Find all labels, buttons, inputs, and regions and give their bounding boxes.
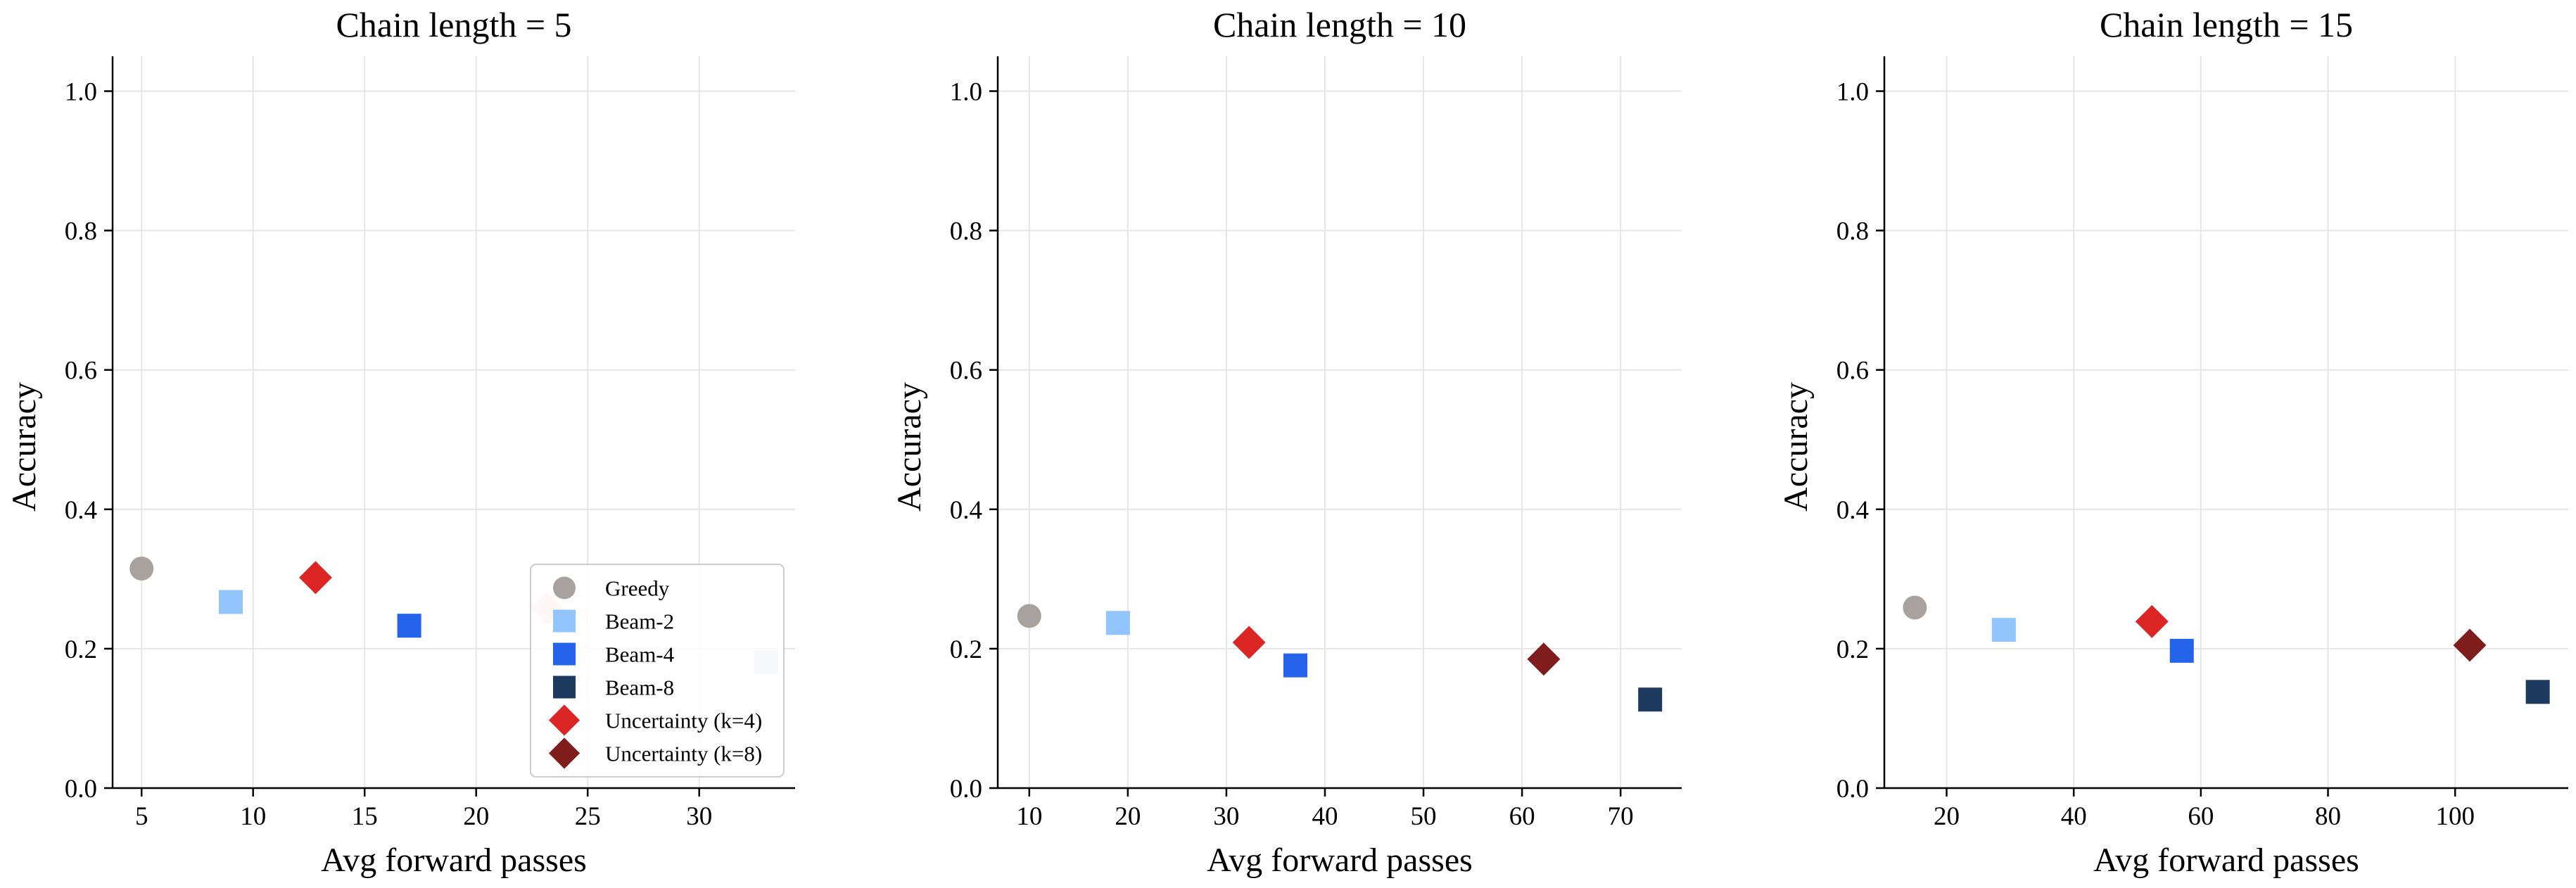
legend: Greedy Beam-2 Beam-4 Beam-8 Uncertainty (k=4… <box>530 564 785 778</box>
x-tick-label: 40 <box>1312 802 1338 831</box>
point-beam-2 <box>1991 618 2016 642</box>
point-beam-4 <box>2169 638 2194 663</box>
legend-label: Uncertainty (k=4) <box>605 709 762 733</box>
x-tick-label: 60 <box>1509 802 1535 831</box>
point-beam-2 <box>219 590 243 614</box>
x-tick-label: 100 <box>2435 802 2475 831</box>
x-tick-label: 60 <box>2188 802 2214 831</box>
point-greedy <box>1903 595 1927 620</box>
legend-marker-uncertainty-k-4 <box>548 704 580 736</box>
legend-label: Beam-2 <box>605 609 674 634</box>
legend-label: Greedy <box>605 576 670 601</box>
y-axis-label: Accuracy <box>891 382 928 512</box>
y-tick-label: 1.0 <box>65 78 97 107</box>
legend-marker-uncertainty-k-8 <box>548 737 580 769</box>
point-uncertainty-k-8 <box>2453 628 2487 662</box>
legend-frame <box>530 564 785 778</box>
x-axis-label: Avg forward passes <box>1207 842 1473 879</box>
y-tick-label: 0.2 <box>65 635 97 664</box>
chart-title: Chain length = 10 <box>1213 5 1466 44</box>
y-tick-label: 0.8 <box>65 217 97 246</box>
x-tick-label: 10 <box>240 802 266 831</box>
legend-label: Beam-4 <box>605 642 675 667</box>
y-axis-label: Accuracy <box>1777 382 1815 512</box>
legend-marker-beam-4 <box>553 642 576 666</box>
point-greedy <box>129 557 154 581</box>
y-tick-label: 0.6 <box>65 357 97 386</box>
y-tick-label: 0.2 <box>950 635 982 664</box>
x-tick-label: 50 <box>1411 802 1437 831</box>
y-tick-label: 0.6 <box>1836 357 1869 386</box>
x-tick-label: 30 <box>1213 802 1239 831</box>
y-tick-label: 0.2 <box>1836 635 1869 664</box>
point-beam-8 <box>2525 680 2550 704</box>
x-tick-label: 5 <box>135 802 148 831</box>
legend-marker-greedy <box>553 576 576 600</box>
x-tick-label: 20 <box>1115 802 1141 831</box>
y-tick-label: 0.8 <box>950 217 982 246</box>
y-tick-label: 0.4 <box>65 496 97 525</box>
x-tick-label: 10 <box>1016 802 1042 831</box>
legend-marker-beam-2 <box>553 609 576 633</box>
y-tick-label: 1.0 <box>1836 78 1869 107</box>
chart-title: Chain length = 15 <box>2100 5 2353 44</box>
point-beam-8 <box>1638 687 1663 712</box>
point-greedy <box>1017 604 1041 628</box>
y-tick-label: 0.0 <box>950 775 982 804</box>
x-tick-label: 15 <box>352 802 378 831</box>
x-tick-label: 30 <box>686 802 712 831</box>
point-beam-2 <box>1105 611 1130 635</box>
y-tick-label: 1.0 <box>950 78 982 107</box>
y-tick-label: 0.6 <box>950 357 982 386</box>
x-tick-label: 20 <box>1934 802 1960 831</box>
point-beam-4 <box>1283 653 1307 678</box>
y-tick-label: 0.0 <box>65 775 97 804</box>
subplot-chain-length-15: 20 40 60 80 100 0.0 0.2 0.4 0.6 0.8 1.0 Chain lengt… <box>1777 5 2568 879</box>
y-tick-label: 0.0 <box>1836 775 1869 804</box>
point-uncertainty-k-4 <box>299 561 332 595</box>
chart-title: Chain length = 5 <box>336 5 571 44</box>
y-axis-label: Accuracy <box>6 382 43 512</box>
legend-label: Uncertainty (k=8) <box>605 742 762 766</box>
y-tick-label: 0.4 <box>950 496 982 525</box>
subplot-chain-length-5: 5 10 15 20 25 30 0.0 0.2 0.4 0.6 0.8 1.0 Chain lengt… <box>6 5 795 879</box>
point-uncertainty-k-8 <box>1527 642 1561 676</box>
x-axis-label: Avg forward passes <box>321 842 587 879</box>
point-uncertainty-k-4 <box>1232 626 1266 659</box>
legend-label: Beam-8 <box>605 675 674 700</box>
subplot-chain-length-10: 10 20 30 40 50 60 70 0.0 0.2 0.4 0.6 0.8 1.0 Chain le… <box>891 5 1682 879</box>
legend-marker-beam-8 <box>553 675 576 699</box>
x-tick-label: 70 <box>1608 802 1634 831</box>
x-tick-label: 20 <box>463 802 489 831</box>
y-tick-label: 0.4 <box>1836 496 1869 525</box>
point-uncertainty-k-4 <box>2135 604 2169 638</box>
y-tick-label: 0.8 <box>1836 217 1869 246</box>
x-axis-label: Avg forward passes <box>2093 842 2359 879</box>
x-tick-label: 40 <box>2061 802 2087 831</box>
point-beam-4 <box>397 614 421 638</box>
x-tick-label: 25 <box>575 802 601 831</box>
x-tick-label: 80 <box>2315 802 2341 831</box>
